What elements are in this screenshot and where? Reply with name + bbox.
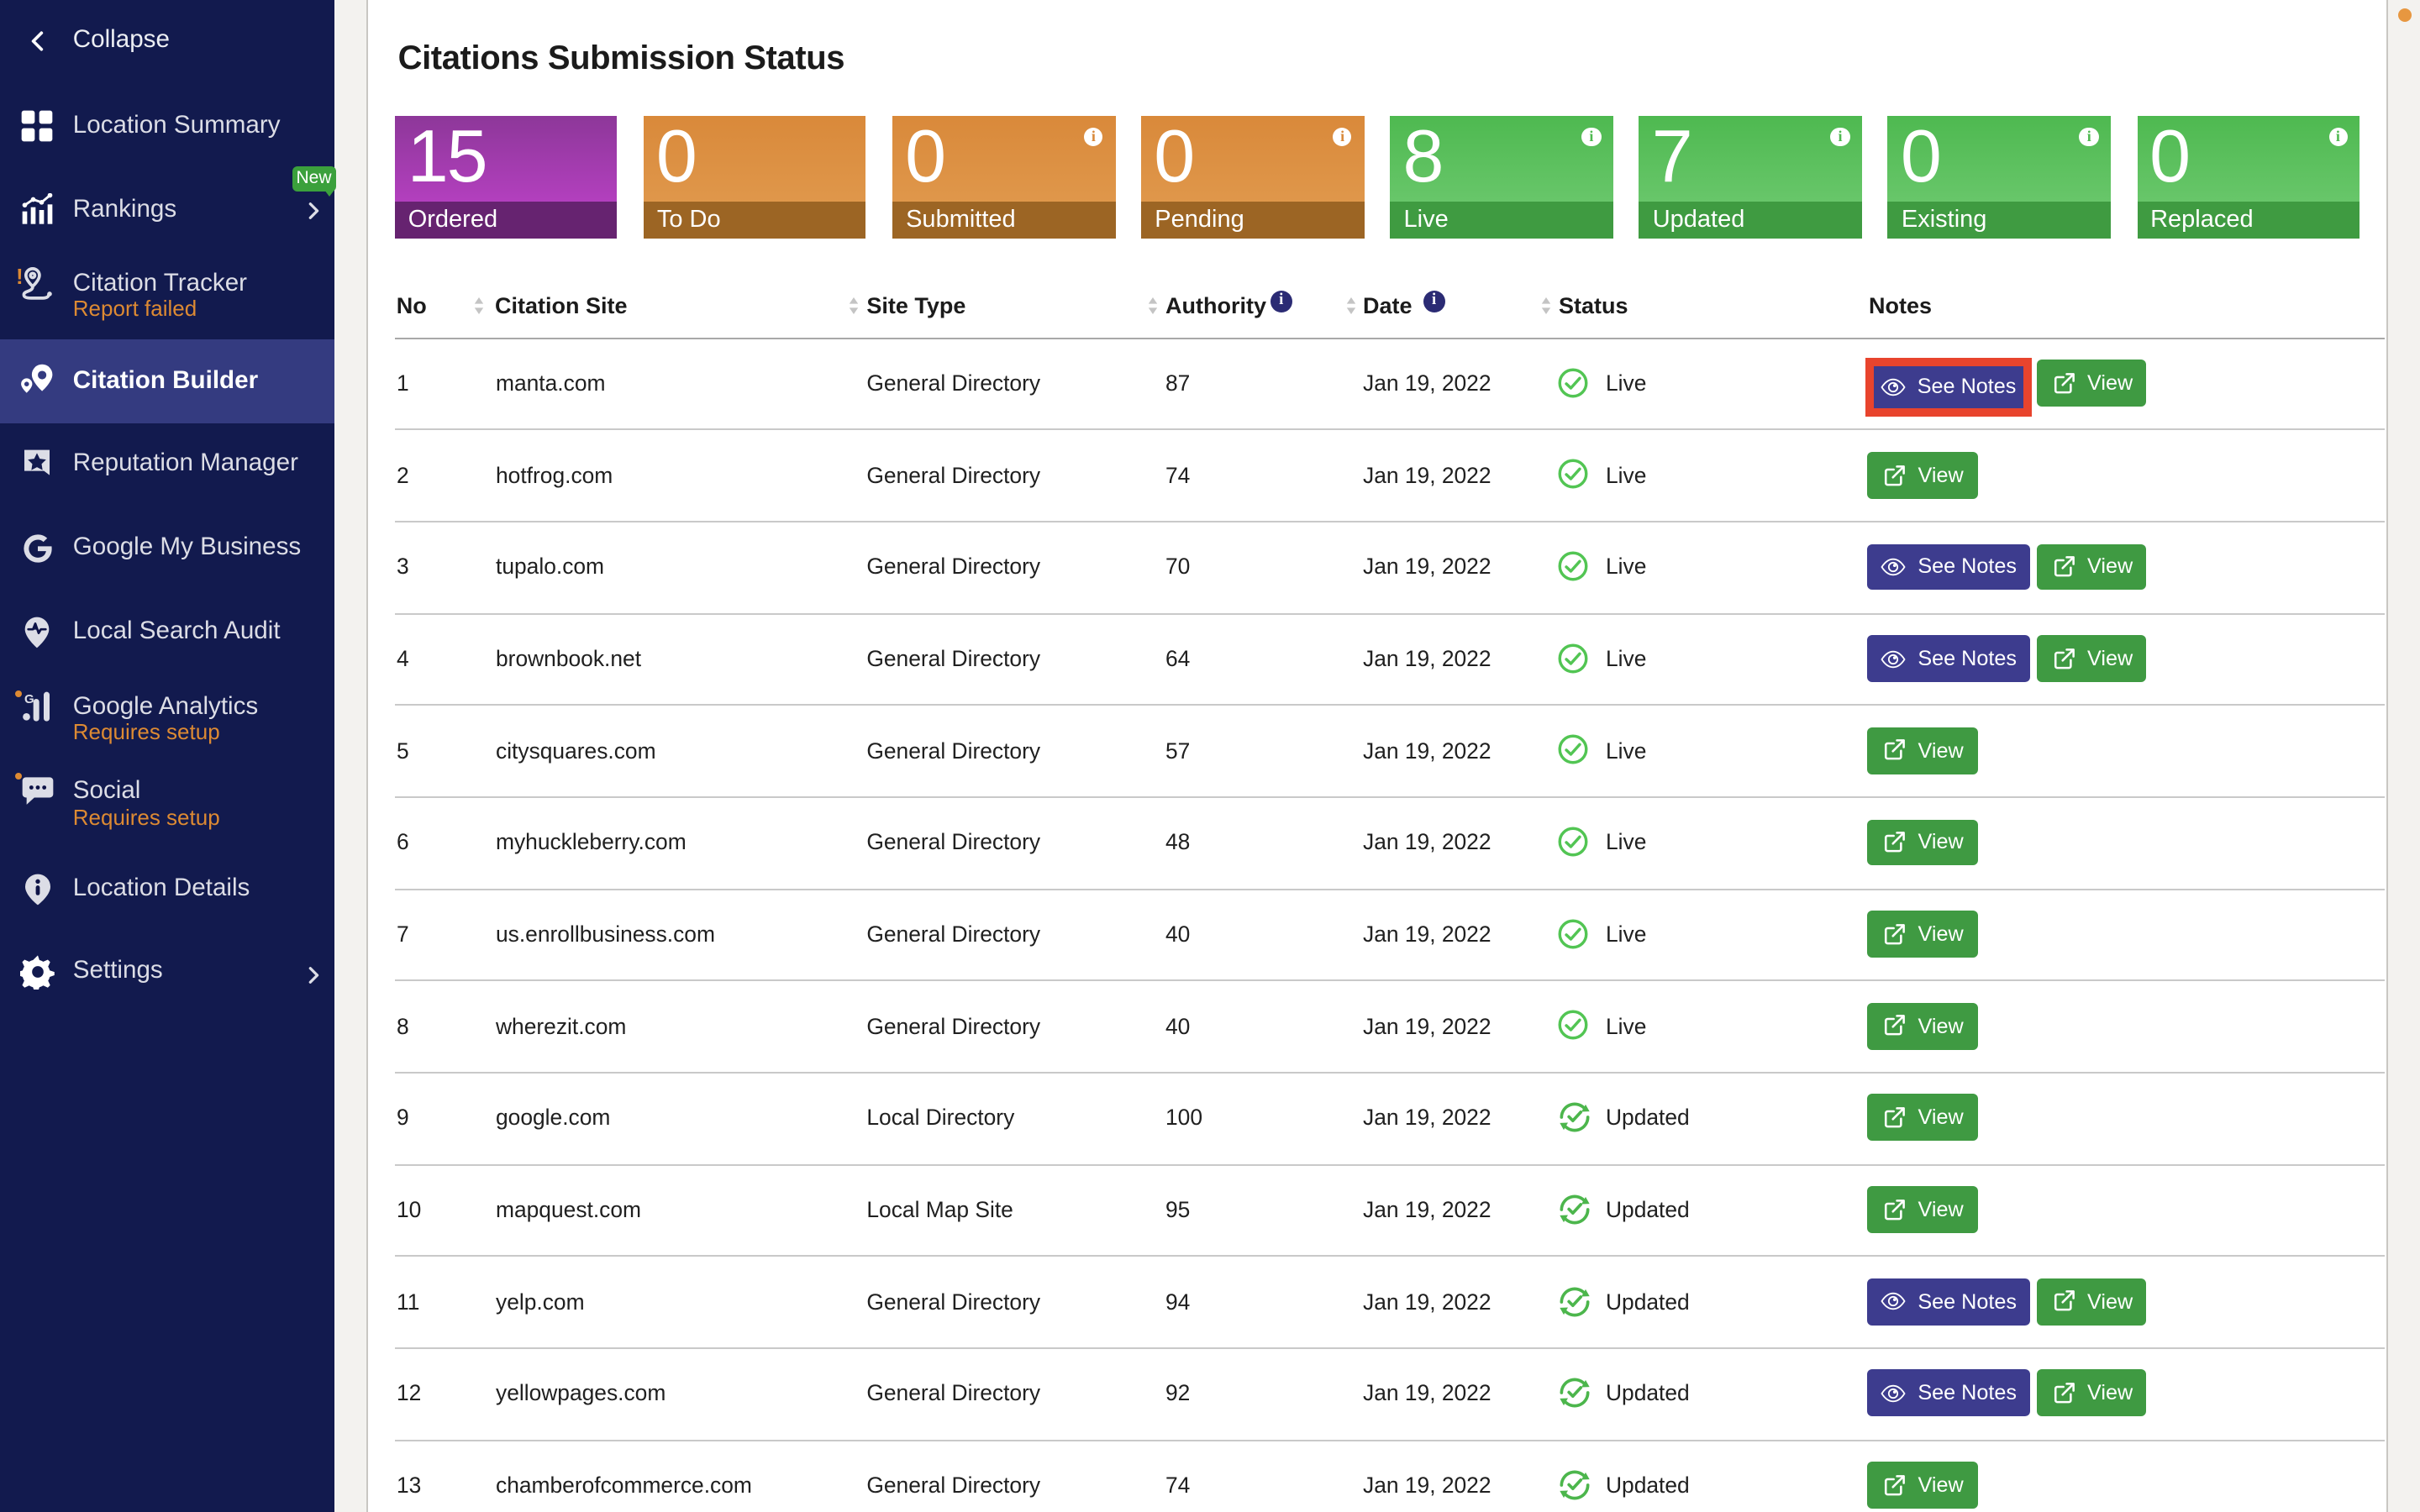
svg-text:G: G bbox=[24, 693, 34, 707]
